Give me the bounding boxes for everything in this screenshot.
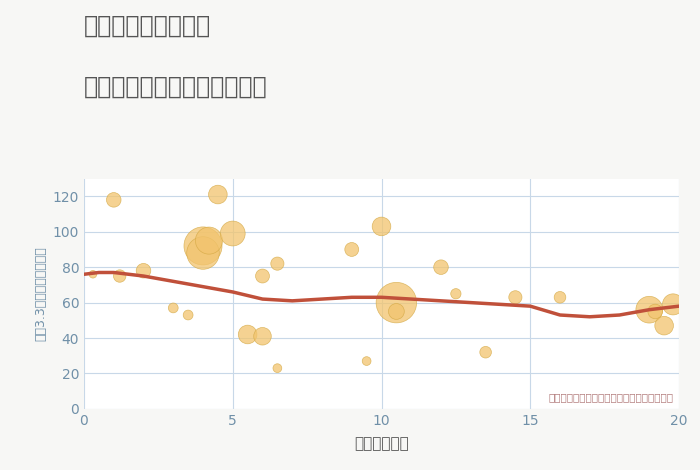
Point <box>272 364 283 372</box>
Point <box>272 260 283 267</box>
Point <box>391 308 402 315</box>
Point <box>88 271 99 278</box>
Point <box>510 294 521 301</box>
Point <box>197 249 209 257</box>
Point <box>668 301 679 308</box>
Point <box>346 246 357 253</box>
Point <box>391 299 402 306</box>
Point <box>114 272 125 280</box>
Point <box>138 267 149 274</box>
Point <box>376 223 387 230</box>
Point <box>183 311 194 319</box>
Point <box>197 242 209 250</box>
Text: 円の大きさは、取引のあった物件面積を示す: 円の大きさは、取引のあった物件面積を示す <box>548 392 673 402</box>
Point <box>480 348 491 356</box>
Text: 駅距離別中古マンション価格: 駅距離別中古マンション価格 <box>84 75 267 99</box>
Point <box>650 308 661 315</box>
Text: 三重県伊賀市富永の: 三重県伊賀市富永の <box>84 14 211 38</box>
Point <box>659 322 670 329</box>
Point <box>644 306 655 313</box>
Point <box>435 263 447 271</box>
Point <box>203 237 214 244</box>
X-axis label: 駅距離（分）: 駅距離（分） <box>354 436 409 451</box>
Point <box>554 294 566 301</box>
Point <box>108 196 119 204</box>
Point <box>257 272 268 280</box>
Point <box>361 357 372 365</box>
Point <box>168 304 179 312</box>
Point <box>227 230 238 237</box>
Point <box>242 331 253 338</box>
Y-axis label: 坪（3.3㎡）単価（万円）: 坪（3.3㎡）単価（万円） <box>34 246 47 341</box>
Point <box>450 290 461 298</box>
Point <box>257 332 268 340</box>
Point <box>212 191 223 198</box>
